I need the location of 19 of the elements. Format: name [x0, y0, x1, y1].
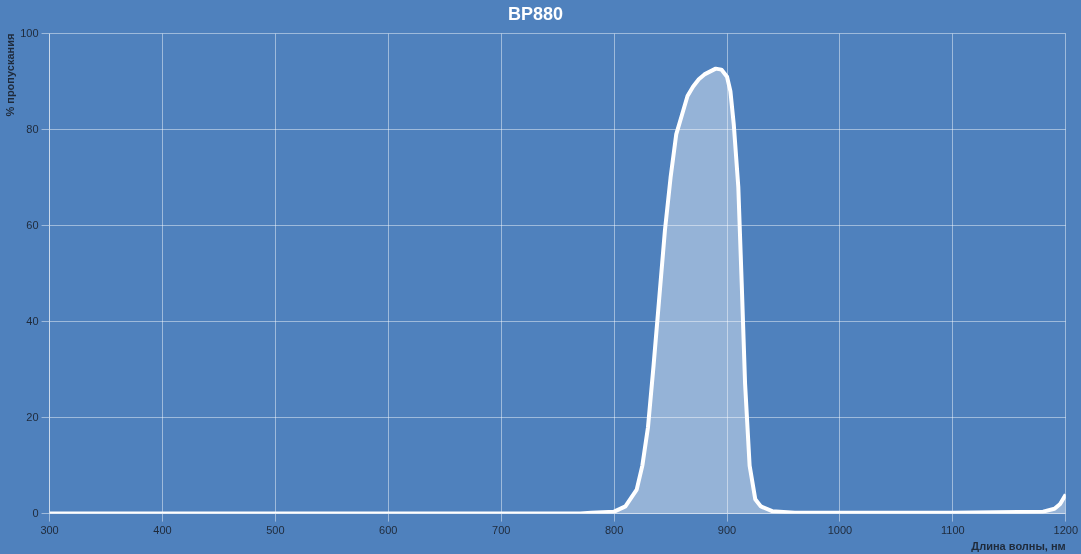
- x-tick-label: 700: [492, 524, 511, 537]
- y-tick-label: 20: [26, 410, 39, 423]
- x-tick-label: 400: [153, 524, 172, 537]
- x-tick-label: 300: [40, 524, 59, 537]
- y-tick-label: 60: [26, 218, 39, 231]
- x-tick-label: 500: [266, 524, 285, 537]
- y-tick-label: 0: [32, 506, 39, 519]
- y-tick-label: 40: [26, 314, 39, 327]
- x-tick-label: 900: [717, 524, 737, 537]
- x-tick-label: 800: [604, 524, 624, 537]
- x-tick-label: 600: [379, 524, 398, 537]
- y-tick-label: 100: [20, 26, 39, 39]
- x-tick-label: 1000: [827, 524, 853, 537]
- x-tick-label: 1200: [1053, 524, 1079, 537]
- x-tick-label: 1100: [941, 524, 965, 537]
- y-axis-title: % пропускания: [3, 33, 16, 117]
- y-tick-label: 80: [26, 122, 39, 135]
- x-axis-title: Длина волны, нм: [971, 540, 1066, 553]
- chart-title: BP880: [507, 3, 564, 24]
